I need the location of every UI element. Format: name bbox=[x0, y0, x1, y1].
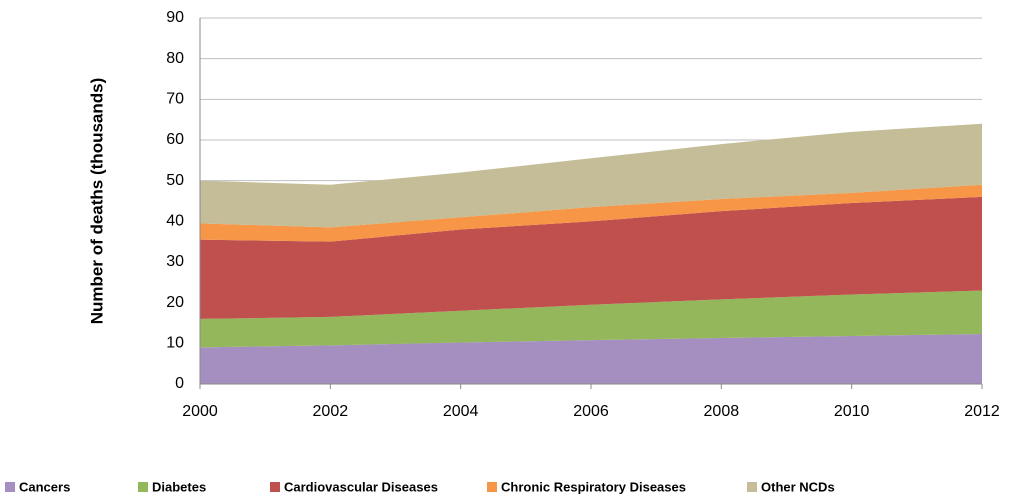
y-tick-label: 70 bbox=[166, 91, 184, 108]
x-tick-label: 2012 bbox=[964, 403, 1000, 420]
area bbox=[200, 290, 982, 348]
x-tick-label: 2000 bbox=[182, 403, 218, 420]
legend-swatch bbox=[5, 482, 15, 492]
y-tick-label: 90 bbox=[166, 9, 184, 26]
area bbox=[200, 123, 982, 228]
legend-label: Diabetes bbox=[152, 479, 206, 494]
legend-swatch bbox=[270, 482, 280, 492]
y-tick-label: 30 bbox=[166, 253, 184, 270]
x-tick-label: 2010 bbox=[834, 403, 870, 420]
y-tick-label: 50 bbox=[166, 172, 184, 189]
y-tick-label: 0 bbox=[175, 375, 184, 392]
x-tick-label: 2008 bbox=[704, 403, 740, 420]
x-tick-label: 2002 bbox=[313, 403, 349, 420]
legend-label: Cardiovascular Diseases bbox=[284, 479, 438, 494]
y-tick-label: 10 bbox=[166, 335, 184, 352]
legend-label: Cancers bbox=[19, 479, 70, 494]
legend-swatch bbox=[747, 482, 757, 492]
legend-label: Other NCDs bbox=[761, 479, 835, 494]
legend-swatch bbox=[487, 482, 497, 492]
x-tick-label: 2006 bbox=[573, 403, 609, 420]
y-tick-label: 80 bbox=[166, 50, 184, 67]
x-tick-label: 2004 bbox=[443, 403, 479, 420]
y-axis-label: Number of deaths (thousands) bbox=[87, 78, 106, 325]
y-tick-label: 40 bbox=[166, 213, 184, 230]
y-tick-label: 20 bbox=[166, 294, 184, 311]
legend-swatch bbox=[138, 482, 148, 492]
y-tick-label: 60 bbox=[166, 131, 184, 148]
area bbox=[200, 184, 982, 242]
area bbox=[200, 196, 982, 319]
legend-label: Chronic Respiratory Diseases bbox=[501, 479, 686, 494]
area bbox=[200, 333, 982, 384]
